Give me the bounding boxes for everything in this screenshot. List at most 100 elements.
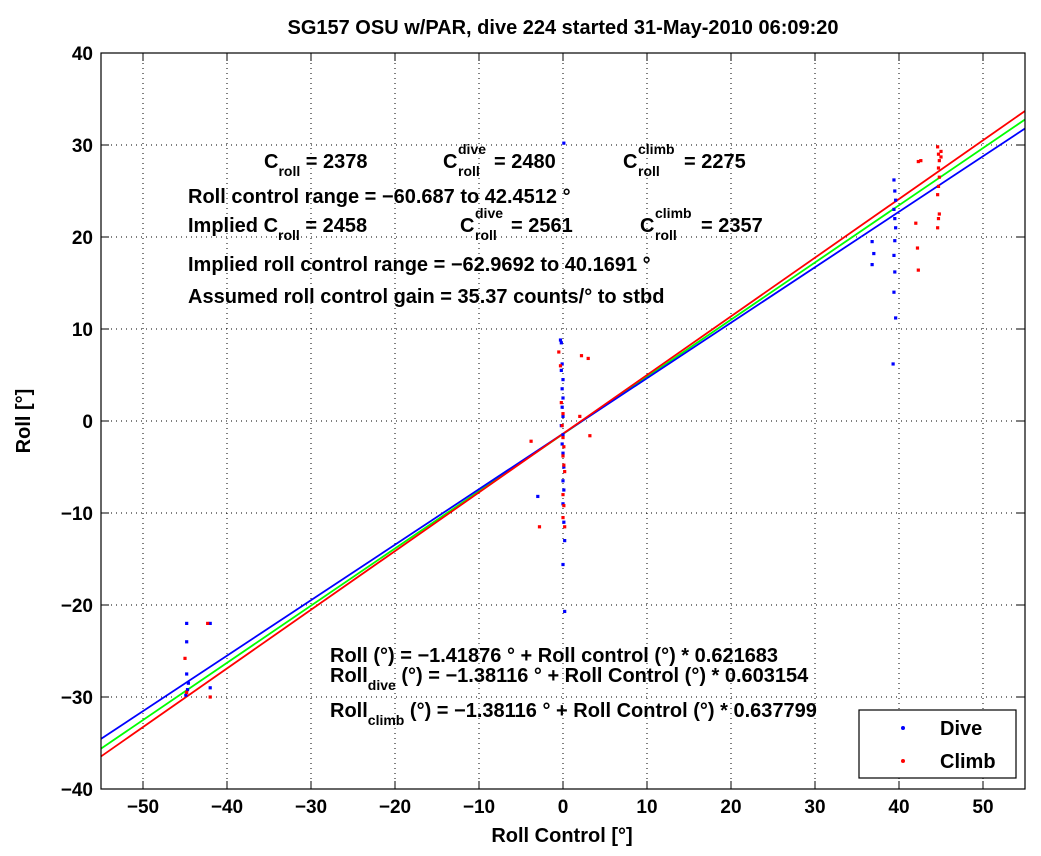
y-tick-label: 40	[72, 44, 93, 65]
x-tick-label: 20	[720, 797, 741, 818]
y-tick-label: −20	[61, 596, 93, 617]
climb-point	[936, 193, 940, 197]
y-tick-label: 20	[72, 228, 93, 249]
dive-point	[536, 494, 540, 499]
climb-point	[578, 414, 582, 418]
annotation-gain: Assumed roll control gain = 35.37 counts…	[188, 286, 664, 308]
dive-point	[185, 672, 189, 676]
dive-point	[558, 338, 563, 342]
dive-point	[891, 362, 895, 366]
dive-point	[562, 520, 566, 524]
dive-point	[208, 686, 212, 690]
climb-point	[561, 412, 565, 416]
climb-point	[579, 354, 584, 358]
y-axis-label: Roll [°]	[13, 389, 35, 454]
y-tick-label: −30	[61, 688, 93, 709]
dive-point	[561, 378, 565, 382]
legend-label-dive: Dive	[940, 718, 982, 740]
climb-point	[529, 439, 533, 443]
dive-point	[870, 263, 874, 267]
climb-point	[562, 445, 566, 449]
annotation-implied-c-roll: Implied Croll = 2458	[188, 215, 367, 243]
climb-point	[916, 268, 920, 272]
x-tick-label: 50	[972, 797, 993, 818]
dive-point	[562, 141, 566, 145]
climb-point	[936, 226, 940, 230]
dive-point	[185, 621, 189, 625]
climb-point	[183, 656, 187, 660]
climb-point	[537, 525, 542, 529]
dive-point	[561, 414, 565, 418]
dive-point	[561, 396, 565, 400]
legend-label-climb: Climb	[940, 751, 996, 773]
annotation-fit-climb: Rollclimb (°) = −1.38116 ° + Roll Contro…	[330, 700, 817, 728]
climb-point	[939, 155, 943, 159]
climb-point	[937, 159, 941, 163]
y-tick-label: 10	[72, 320, 93, 341]
dive-point	[561, 562, 565, 567]
dive-point	[893, 189, 897, 193]
dive-point	[561, 479, 565, 483]
climb-point	[563, 470, 567, 474]
annotation-implied-range: Implied roll control range = −62.9692 to…	[188, 254, 651, 276]
dive-point	[560, 442, 564, 446]
dive-point	[185, 688, 190, 692]
climb-point	[937, 175, 941, 179]
dive-point	[563, 539, 567, 543]
dive-point	[894, 198, 898, 202]
annotation-c-roll-climb: C climb roll = 2275	[623, 137, 746, 181]
x-tick-label: 40	[888, 797, 909, 818]
dive-point	[893, 217, 897, 221]
climb-point	[937, 212, 941, 216]
dive-point	[893, 239, 897, 243]
dive-point	[184, 693, 188, 697]
climb-point	[559, 401, 563, 405]
x-tick-label: −10	[463, 797, 495, 818]
dive-point	[559, 341, 563, 345]
climb-point	[936, 152, 941, 156]
climb-point	[561, 493, 565, 497]
dive-point	[894, 226, 898, 230]
dive-point	[892, 178, 896, 182]
dive-point	[894, 316, 898, 320]
dive-point	[892, 207, 896, 211]
climb-point	[561, 435, 565, 440]
x-tick-label: 10	[636, 797, 657, 818]
climb-point	[558, 364, 563, 368]
y-tick-label: −10	[61, 504, 93, 525]
chart-title: SG157 OSU w/PAR, dive 224 started 31-May…	[287, 17, 838, 39]
dive-point	[560, 387, 564, 391]
annotation-c-roll: Croll = 2378	[264, 151, 368, 179]
climb-point	[936, 217, 941, 221]
dive-point	[560, 405, 564, 409]
climb-point	[919, 159, 923, 163]
legend-box	[858, 709, 1017, 779]
data-points	[183, 141, 943, 699]
axis-ticks: −50 −40 −30 −20 −10 0 10 20 30 40 50 −40 −30 −20 −10 0 1…	[61, 44, 1025, 818]
climb-point	[560, 424, 564, 428]
annotation-implied-c-roll-climb: C climb roll = 2357	[640, 201, 763, 245]
dive-point	[562, 465, 566, 469]
x-tick-label: −40	[211, 797, 243, 818]
climb-point	[561, 516, 565, 520]
climb-point	[586, 356, 590, 361]
legend-marker-climb	[901, 759, 905, 763]
dive-point	[185, 640, 189, 644]
dive-point	[561, 502, 565, 506]
climb-point	[936, 145, 940, 149]
climb-point	[916, 159, 920, 164]
annotation-c-roll-dive: C dive roll = 2480	[443, 137, 556, 181]
y-tick-label: 0	[82, 412, 93, 433]
dive-point	[561, 433, 565, 437]
y-tick-label: −40	[61, 780, 93, 801]
dive-point	[560, 362, 564, 366]
annotation-fit-all: Roll (°) = −1.41876 ° + Roll control (°)…	[330, 645, 778, 667]
annotation-fit-dive: Rolldive (°) = −1.38116 ° + Roll Control…	[330, 665, 809, 693]
x-tick-label: −30	[295, 797, 327, 818]
y-tick-label: 30	[72, 136, 93, 157]
climb-point	[185, 690, 189, 694]
climb-point	[588, 434, 592, 438]
dive-point	[892, 290, 896, 294]
x-tick-label: −50	[127, 797, 159, 818]
